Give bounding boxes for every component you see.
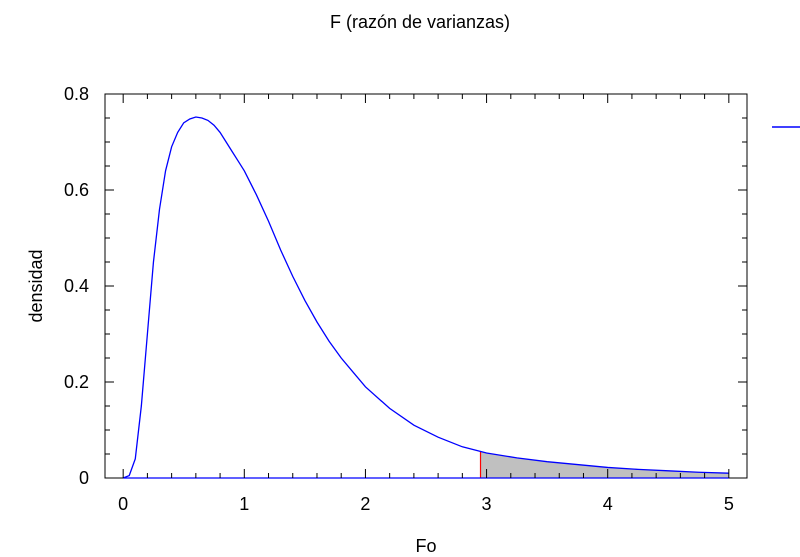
plot-area [104,93,748,479]
tick-layer [105,93,747,479]
x-tick-labels: 0 1 2 3 4 5 [118,494,734,514]
x-tick-label: 2 [360,494,370,514]
y-tick-label: 0.8 [64,84,89,104]
y-axis-label: densidad [26,249,46,322]
x-tick-label: 1 [239,494,249,514]
chart-title: F (razón de varianzas) [330,12,510,32]
y-tick-label: 0 [79,468,89,488]
x-axis-label: Fo [415,536,436,556]
x-tick-label: 4 [603,494,613,514]
y-tick-labels: 0 0.2 0.4 0.6 0.8 [64,84,89,488]
x-tick-label: 0 [118,494,128,514]
y-tick-label: 0.6 [64,180,89,200]
curve-layer [122,116,729,479]
y-tick-label: 0.4 [64,276,89,296]
x-tick-label: 3 [482,494,492,514]
shaded-tail-area [480,451,729,478]
plot-frame [104,93,748,479]
density-curve [122,116,729,479]
y-tick-label: 0.2 [64,372,89,392]
x-tick-label: 5 [724,494,734,514]
shade-layer [479,451,729,478]
